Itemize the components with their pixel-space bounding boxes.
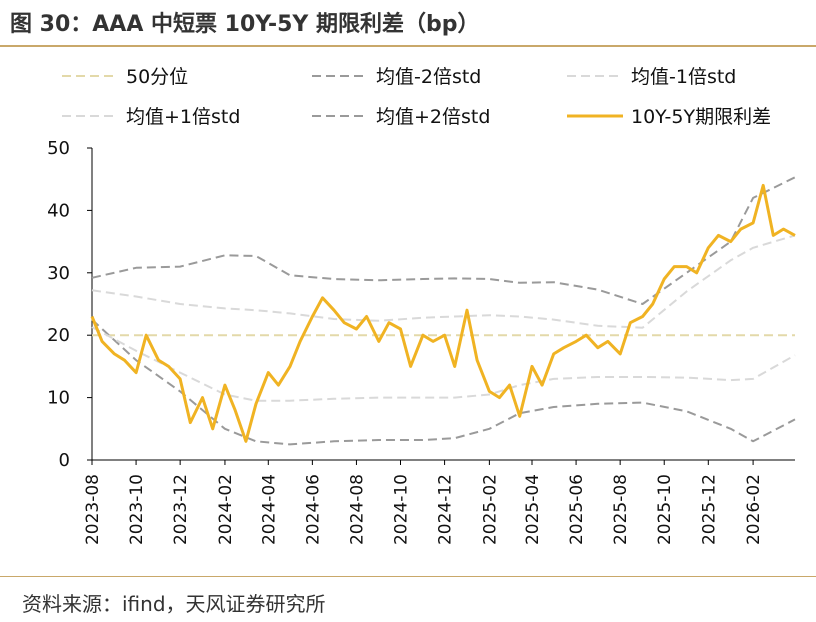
- chart-title: 图 30：AAA 中短票 10Y-5Y 期限利差（bp）: [10, 12, 480, 37]
- x-tick-label: 2023-10: [127, 474, 147, 545]
- legend-label: 均值-1倍std: [631, 66, 736, 88]
- legend-label: 10Y-5Y期限利差: [631, 106, 771, 128]
- y-tick-label: 20: [47, 325, 70, 346]
- series-line-mean-plus-2std: [91, 176, 796, 305]
- x-tick-label: 2024-02: [216, 474, 236, 545]
- series-line-mean-plus-1std: [91, 234, 796, 329]
- x-tick-label: 2024-10: [392, 474, 412, 545]
- x-tick-label: 2025-10: [655, 474, 675, 545]
- legend-label: 均值+1倍std: [126, 106, 240, 128]
- x-tick-label: 2023-12: [171, 474, 191, 545]
- x-tick-label: 2026-02: [744, 474, 764, 545]
- y-tick-label: 30: [47, 263, 70, 284]
- series-line-mean-minus-1std: [91, 326, 796, 402]
- y-tick-label: 40: [47, 200, 70, 221]
- x-tick-label: 2025-06: [567, 474, 587, 545]
- x-tick-label: 2024-08: [347, 474, 367, 545]
- series-line-10y-5y-spread: [90, 183, 796, 443]
- x-tick-label: 2025-04: [523, 474, 543, 545]
- legend-label: 均值-2倍std: [376, 66, 481, 88]
- legend-label: 均值+2倍std: [376, 106, 490, 128]
- y-tick-label: 10: [47, 388, 70, 409]
- series-line-mean-minus-2std: [91, 318, 796, 446]
- x-tick-label: 2023-08: [83, 474, 103, 545]
- chart: 0 10 20 30 40 50 2023-08 2023-10 2023-12 2024-02 2…: [47, 66, 796, 545]
- legend-label: 50分位: [126, 66, 188, 88]
- source-note: 资料来源：ifind，天风证券研究所: [22, 592, 326, 616]
- y-tick-label: 0: [59, 450, 70, 471]
- x-tick-label: 2024-06: [303, 474, 323, 545]
- title-divider: [0, 45, 816, 47]
- footer-divider: [0, 576, 816, 577]
- x-tick-label: 2024-04: [259, 474, 279, 545]
- x-tick-label: 2025-02: [480, 474, 500, 545]
- x-tick-label: 2025-08: [611, 474, 631, 545]
- x-tick-label: 2025-12: [699, 474, 719, 545]
- x-tick-label: 2024-12: [436, 474, 456, 545]
- y-tick-label: 50: [47, 138, 70, 159]
